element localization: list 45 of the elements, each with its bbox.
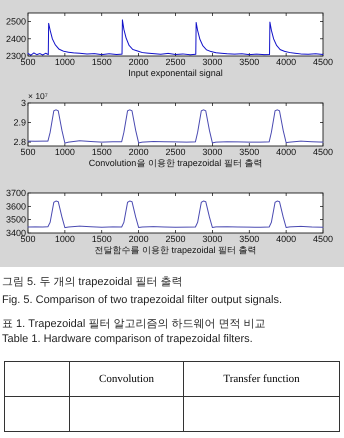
x-tick-label: 1500 [92, 57, 112, 67]
y-tick-label: 3600 [6, 201, 26, 212]
x-axis-title: 전달함수를 이용한 trapezoidal 필터 출력 [94, 245, 257, 255]
x-tick-label: 2500 [165, 147, 186, 157]
line-series [28, 19, 324, 56]
x-tick-label: 500 [20, 147, 36, 157]
x-tick-label: 1000 [54, 147, 75, 157]
y-tick-label: 2500 [6, 16, 26, 27]
caption: Table 1. Hardware comparison of trapezoidal filters. [2, 332, 254, 347]
x-tick-label: 4500 [312, 147, 334, 157]
x-tick-label: 4500 [312, 234, 334, 244]
x-tick-label: 2500 [165, 234, 186, 244]
x-tick-label: 3000 [202, 57, 222, 67]
text: × 10⁷ [28, 91, 48, 101]
x-tick-label: 4000 [276, 147, 296, 157]
x-tick-label: 1500 [92, 147, 112, 157]
x-tick-label: 2000 [128, 234, 149, 244]
x-tick-label: 2000 [128, 57, 149, 67]
x-tick-label: 4000 [276, 57, 296, 67]
x-tick-label: 1500 [92, 234, 112, 244]
y-tick-label: 3500 [6, 214, 26, 225]
y-tick-label: 2400 [6, 34, 26, 44]
x-axis-title: Convolution을 이용한 trapezoidal 필터 출력 [88, 158, 262, 168]
x-tick-label: 4000 [276, 234, 296, 244]
x-tick-label: 2000 [128, 147, 149, 157]
line-series [28, 109, 324, 144]
x-tick-label: 3000 [202, 147, 222, 157]
y-tick-label: 2.9 [13, 118, 26, 128]
x-tick-label: 2500 [165, 57, 186, 67]
x-tick-label: 1000 [54, 234, 75, 244]
y-tick-label: 3 [20, 98, 26, 108]
y-tick-label: 2.8 [13, 137, 26, 148]
caption: 그림 5. 두 개의 trapezoidal 필터 출력 [2, 275, 184, 290]
x-tick-label: 4500 [312, 57, 334, 67]
table-outline: Convolution Transfer function [4, 361, 340, 432]
line-series [28, 200, 324, 228]
x-tick-label: 3000 [202, 234, 222, 244]
caption: Fig. 5. Comparison of two trapezoidal filter output signals. [2, 293, 284, 308]
x-tick-label: 1000 [54, 57, 75, 67]
x-axis-title: Input exponentail signal [128, 68, 223, 78]
y-tick-label: 3700 [6, 188, 26, 198]
x-tick-label: 3500 [239, 57, 260, 67]
x-tick-label: 3500 [239, 147, 260, 157]
text: 표 1. Trapezoidal 필터 알고리즘의 하드웨어 면적 비교 [2, 317, 267, 332]
x-tick-label: 3500 [239, 234, 260, 244]
